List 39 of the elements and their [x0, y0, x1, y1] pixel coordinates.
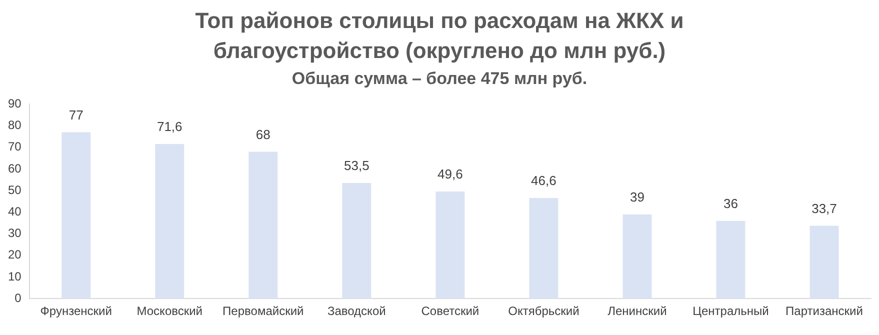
bar: [248, 152, 278, 299]
bar: [436, 191, 465, 299]
bar: [155, 144, 184, 299]
data-label: 77: [68, 107, 84, 122]
x-tick-label: Заводской: [327, 304, 386, 318]
bar: [622, 214, 652, 299]
data-label: 71,6: [156, 119, 182, 134]
chart-title: Топ районов столицы по расходам на ЖКХ и благоустройство (округлено до млн руб.): [194, 7, 685, 65]
y-tick-label: 80: [8, 118, 22, 132]
bar: [716, 220, 746, 299]
x-tick-label: Фрунзенский: [40, 304, 112, 318]
data-label: 36: [723, 196, 738, 211]
x-tick-label: Советский: [421, 304, 480, 318]
data-label: 53,5: [344, 158, 370, 174]
bar: [342, 183, 372, 299]
data-label: 46,6: [531, 173, 556, 188]
y-tick-label: 60: [8, 161, 22, 176]
y-tick-label: 20: [8, 248, 22, 262]
x-tick-label: Октябрьский: [508, 304, 580, 318]
x-tick-label: Ленинский: [608, 304, 667, 318]
data-label: 39: [630, 189, 644, 204]
y-tick-label: 90: [8, 96, 22, 111]
y-tick-label: 10: [8, 269, 22, 284]
x-tick-label: Московский: [136, 304, 203, 318]
x-tick-label: Первомайский: [222, 304, 304, 318]
chart-subtitle: Общая сумма – более 475 млн руб.: [290, 69, 588, 89]
bar: [810, 226, 839, 299]
bar: [62, 132, 91, 299]
bar: [529, 198, 558, 299]
y-tick-label: 0: [14, 290, 22, 305]
x-tick-label: Центральный: [692, 304, 769, 318]
data-label: 68: [256, 126, 270, 142]
y-tick-label: 50: [8, 182, 22, 197]
data-label: 49,6: [438, 166, 463, 182]
y-tick-label: 70: [8, 140, 22, 154]
y-tick-label: 40: [8, 204, 22, 219]
x-tick-label: Партизанский: [786, 304, 863, 318]
data-label: 33,7: [812, 200, 837, 216]
y-tick-label: 30: [8, 226, 22, 240]
